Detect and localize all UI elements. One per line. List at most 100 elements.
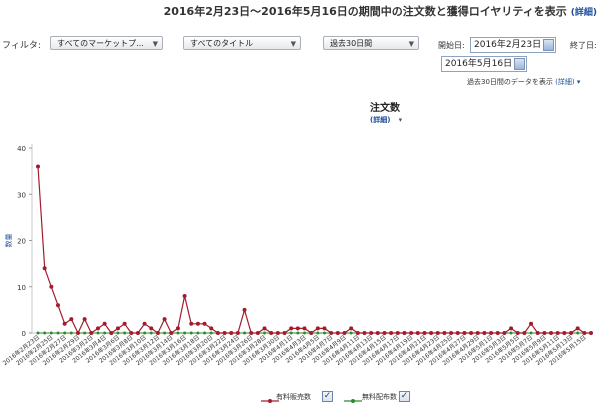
paid-series-point	[495, 331, 500, 335]
paid-series-point	[355, 331, 360, 335]
free-series-point	[183, 331, 187, 335]
calendar-icon[interactable]	[543, 39, 554, 51]
period-dropdown[interactable]: 過去30日間 ▼	[323, 36, 419, 50]
chevron-down-icon: ▼	[290, 40, 296, 48]
paid-series-checkbox[interactable]: ✓	[322, 391, 333, 402]
page-title: 2016年2月23日～2016年5月16日の期間中の注文数と獲得ロイヤリティを表…	[0, 3, 597, 19]
calendar-icon[interactable]	[514, 58, 525, 70]
paid-series-point	[49, 284, 54, 289]
paid-series-point	[542, 331, 547, 335]
paid-series-point	[515, 331, 520, 335]
free-series-point	[322, 331, 326, 335]
paid-series-point	[469, 331, 474, 335]
free-series-point	[143, 331, 147, 335]
free-series-point	[69, 331, 73, 335]
paid-series-point	[102, 321, 107, 326]
paid-series-point	[575, 326, 580, 331]
free-series-checkbox[interactable]: ✓	[399, 391, 410, 402]
paid-series-point	[382, 331, 387, 335]
paid-series-point	[315, 326, 320, 331]
paid-series-point	[122, 321, 127, 326]
caret-down-icon: ▾	[576, 78, 581, 86]
header-detail-link[interactable]: (詳細)	[570, 8, 597, 18]
filter-label: フィルタ:	[2, 41, 41, 51]
paid-series-point	[142, 321, 147, 326]
paid-series-point	[189, 321, 194, 326]
marketplace-dropdown-value: すべてのマーケットプ...	[57, 39, 144, 48]
end-date-field[interactable]: 2016年5月16日	[441, 56, 527, 72]
paid-series-point	[289, 326, 294, 331]
paid-series-line	[37, 166, 591, 335]
paid-series-point	[55, 303, 60, 308]
paid-series-point	[362, 331, 367, 335]
period-dropdown-value: 過去30日間	[330, 39, 373, 48]
free-series-point	[243, 331, 247, 335]
y-tick-label: 40	[17, 145, 26, 153]
period-note-link[interactable]: (詳細)	[555, 78, 575, 86]
paid-series-point	[82, 317, 87, 322]
paid-series-point	[322, 326, 327, 331]
paid-series-point	[135, 331, 140, 335]
paid-series-point	[129, 331, 134, 335]
page-title-text: 2016年2月23日～2016年5月16日の期間中の注文数と獲得ロイヤリティを表…	[163, 5, 567, 18]
legend-free-marker	[343, 391, 363, 403]
paid-series-point	[202, 321, 207, 326]
paid-series-point	[582, 331, 587, 335]
paid-series-point	[429, 331, 434, 335]
paid-series-point	[589, 331, 593, 335]
paid-series-point	[549, 331, 554, 335]
free-series-point	[263, 331, 267, 335]
paid-series-point	[295, 326, 300, 331]
free-series-point	[149, 331, 153, 335]
paid-series-point	[169, 331, 174, 335]
marketplace-dropdown[interactable]: すべてのマーケットプ... ▼	[50, 36, 163, 50]
paid-series-point	[335, 331, 340, 335]
paid-series-point	[229, 331, 234, 335]
paid-series-point	[402, 331, 407, 335]
start-date-label: 開始日:	[438, 41, 465, 50]
chart-detail-link[interactable]: (詳細)	[370, 116, 391, 124]
free-series-point	[43, 331, 47, 335]
free-series-point	[49, 331, 53, 335]
free-series-point	[303, 331, 307, 335]
free-series-point	[509, 331, 513, 335]
paid-series-point	[69, 317, 74, 322]
paid-series-point	[435, 331, 440, 335]
paid-series-point	[302, 326, 307, 331]
period-note-text: 過去30日間のデータを表示	[467, 78, 553, 86]
free-series-point	[176, 331, 180, 335]
free-series-point	[209, 331, 213, 335]
paid-series-point	[455, 331, 460, 335]
paid-series-point	[422, 331, 427, 335]
paid-series-point	[155, 331, 160, 335]
paid-series-point	[195, 321, 200, 326]
paid-series-point	[389, 331, 394, 335]
free-series-point	[316, 331, 320, 335]
paid-series-point	[449, 331, 454, 335]
start-date-field[interactable]: 2016年2月23日	[470, 37, 556, 53]
free-series-point	[203, 331, 207, 335]
paid-series-point	[149, 326, 154, 331]
legend-paid-label: 有料販売数	[276, 393, 311, 401]
y-tick-label: 10	[17, 284, 26, 292]
period-note: 過去30日間のデータを表示 (詳細) ▾	[467, 77, 580, 87]
paid-series-point	[175, 326, 180, 331]
title-dropdown[interactable]: すべてのタイトル ▼	[183, 36, 301, 50]
paid-series-point	[462, 331, 467, 335]
free-series-point	[296, 331, 300, 335]
free-series-point	[189, 331, 193, 335]
chart-title: 注文数	[370, 103, 400, 114]
paid-series-point	[415, 331, 420, 335]
paid-series-point	[182, 294, 187, 298]
free-series-point	[36, 331, 40, 335]
paid-series-point	[269, 331, 274, 335]
chevron-down-icon: ▼	[152, 40, 158, 48]
paid-series-point	[442, 331, 447, 335]
paid-series-point	[375, 331, 380, 335]
free-series-point	[123, 331, 127, 335]
paid-series-point	[349, 326, 354, 331]
free-series-point	[63, 331, 67, 335]
free-series-point	[83, 331, 87, 335]
legend-paid-marker	[260, 391, 290, 403]
paid-series-point	[369, 331, 374, 335]
